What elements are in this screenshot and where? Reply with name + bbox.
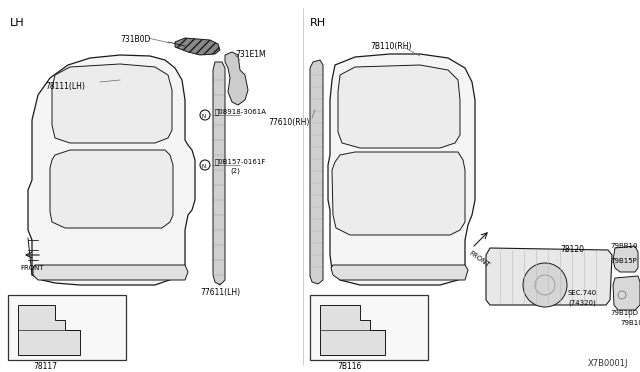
- Polygon shape: [225, 52, 248, 105]
- Text: FRONT: FRONT: [468, 250, 491, 269]
- Text: 78117: 78117: [33, 362, 57, 371]
- Text: SEC.740: SEC.740: [568, 290, 597, 296]
- Polygon shape: [18, 305, 80, 355]
- Text: 79BB10: 79BB10: [610, 243, 637, 249]
- Polygon shape: [175, 38, 220, 55]
- Polygon shape: [331, 265, 468, 280]
- Text: 7B110(RH): 7B110(RH): [370, 42, 412, 51]
- Polygon shape: [338, 65, 460, 148]
- Text: 7B116: 7B116: [338, 362, 362, 371]
- Text: (74320): (74320): [568, 300, 596, 307]
- Polygon shape: [33, 265, 188, 280]
- Polygon shape: [486, 248, 612, 305]
- Text: N: N: [201, 115, 205, 119]
- Text: 77611(LH): 77611(LH): [200, 288, 240, 297]
- Text: 78120: 78120: [560, 245, 584, 254]
- Text: 77610(RH): 77610(RH): [269, 118, 310, 127]
- Text: ⓝ08918-3061A: ⓝ08918-3061A: [215, 108, 267, 115]
- Text: 78111(LH): 78111(LH): [45, 82, 85, 91]
- Polygon shape: [28, 55, 195, 285]
- FancyBboxPatch shape: [310, 295, 428, 360]
- Text: X7B0001J: X7B0001J: [588, 359, 628, 368]
- Text: 79B10A: 79B10A: [620, 320, 640, 326]
- Polygon shape: [332, 152, 465, 235]
- Text: RH: RH: [310, 18, 326, 28]
- Polygon shape: [213, 62, 225, 285]
- Text: 731B0D: 731B0D: [120, 35, 150, 44]
- Text: N: N: [201, 164, 205, 170]
- Polygon shape: [320, 305, 385, 355]
- Polygon shape: [613, 246, 638, 272]
- Text: FRONT: FRONT: [20, 265, 44, 271]
- Polygon shape: [310, 60, 323, 284]
- Text: 731E1M: 731E1M: [235, 50, 266, 59]
- Polygon shape: [613, 276, 640, 310]
- Text: LH: LH: [10, 18, 24, 28]
- Text: (2): (2): [230, 168, 240, 174]
- Polygon shape: [328, 54, 475, 285]
- Text: 79B15P: 79B15P: [610, 258, 637, 264]
- Text: ⓝ0B157-0161F: ⓝ0B157-0161F: [215, 158, 266, 164]
- Circle shape: [523, 263, 567, 307]
- Polygon shape: [50, 150, 173, 228]
- FancyBboxPatch shape: [8, 295, 126, 360]
- Text: 79B10D: 79B10D: [610, 310, 638, 316]
- Polygon shape: [52, 64, 172, 143]
